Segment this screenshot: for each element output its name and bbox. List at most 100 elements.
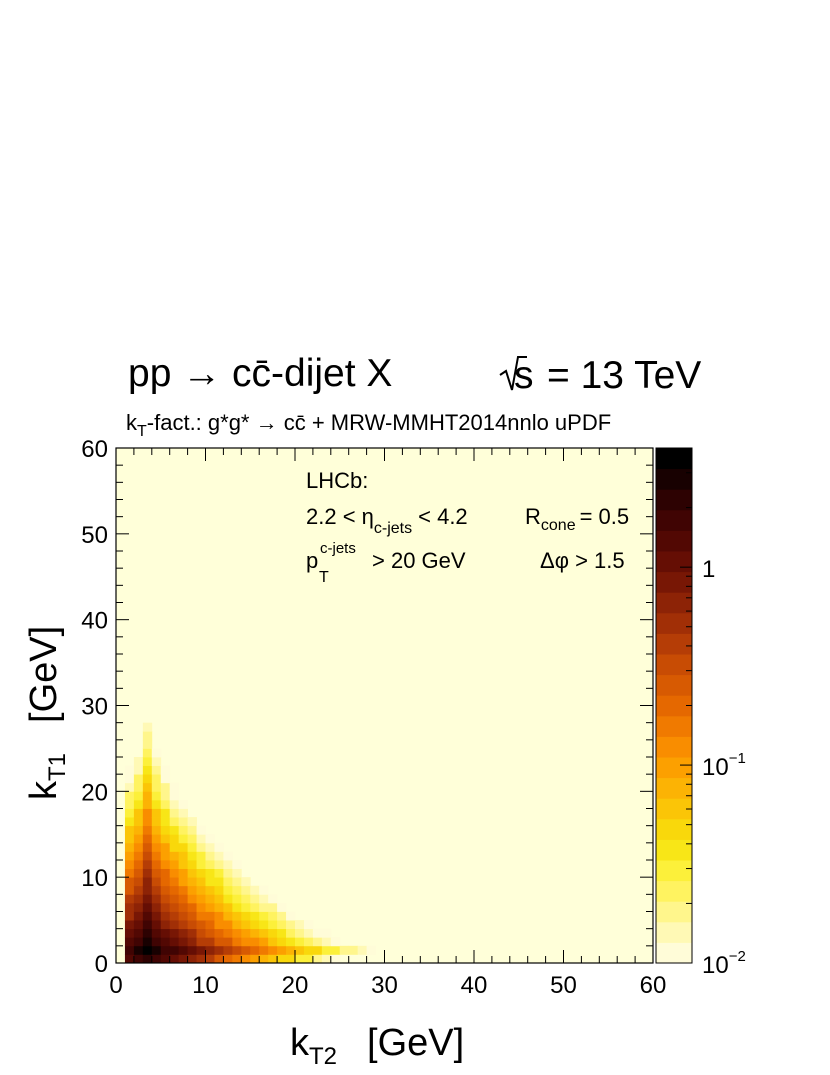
y-tick-label: 30 [81,694,108,721]
subtitle-k-sub: T [137,423,147,440]
heatmap-bin [214,945,224,955]
heatmap-bin [241,920,251,930]
y-axis-main: k [23,780,65,800]
heatmap-bin [277,920,287,930]
heatmap-bin [160,851,171,861]
heatmap-bin [160,808,171,818]
heatmap-bin [142,928,153,938]
heatmap-bin [223,885,233,895]
colorbar-step [656,674,692,696]
heatmap-bin [196,945,206,955]
heatmap-bin [196,902,206,912]
heatmap-bin [178,928,188,938]
heatmap-bin [169,842,180,852]
heatmap-bin [133,791,144,801]
heatmap-bin [160,774,171,784]
x-tick-label: 60 [640,972,667,999]
heatmap-bin [169,894,180,904]
heatmap-bin [142,808,153,818]
heatmap-bin [178,885,188,895]
heatmap-bin [250,954,260,964]
heatmap-bin [232,894,242,904]
heatmap-bin [169,799,180,809]
heatmap-bin [151,774,162,784]
heatmap-bin [151,920,162,930]
heatmap-bin [321,954,332,964]
colorbar-step [656,530,692,552]
heatmap-bin [205,902,215,912]
heatmap-bin [330,937,341,947]
heatmap-bin [133,825,144,835]
heatmap-bin [151,945,162,955]
heatmap-bin [268,928,278,938]
heatmap-bin [205,894,215,904]
y-axis-title: kT1 [GeV] [23,626,71,800]
heatmap-bin [321,928,332,938]
colorbar-step [656,571,692,593]
colorbar-step [656,715,692,737]
x-tick-label: 30 [371,972,398,999]
heatmap-bin [232,954,242,964]
colorbar-step [656,798,692,820]
heatmap-bin [214,894,224,904]
heatmap-bin [250,894,260,904]
y-tick-label: 0 [95,951,108,978]
heatmap-bin [223,920,233,930]
heatmap-bin [348,945,359,955]
heatmap-bin [124,851,135,861]
heatmap-bin [205,945,215,955]
heatmap-bin [295,954,305,964]
heatmap-bin [259,894,269,904]
heatmap-bin [142,799,153,809]
heatmap-bin [214,842,224,852]
heatmap-bin [133,834,144,844]
heatmap-bin [223,860,233,869]
heatmap-bin [178,894,188,904]
heatmap-bin [124,868,135,878]
heatmap-bin [232,937,242,947]
heatmap-bin [151,877,162,887]
heatmap-bin [259,920,269,930]
heatmap-bin [187,911,197,921]
heatmap-bin [142,894,153,904]
heatmap-bin [133,808,144,818]
heatmap-bin [133,911,144,921]
heatmap-bin [223,877,233,887]
heatmap-bin [241,877,251,887]
heatmap-bin [124,825,135,835]
heatmap-bin [250,911,260,921]
heatmap-bin [124,791,135,801]
annotation-pt-sup: c-jets [320,540,356,557]
annotation-dphi: Δφ > 1.5 [540,548,625,573]
heatmap-bin [241,902,251,912]
heatmap-bin [232,928,242,938]
heatmap-bin [214,885,224,895]
heatmap-bin [169,782,180,792]
heatmap-bin [250,945,260,955]
heatmap-bin [259,928,269,938]
colorbar-step [656,633,692,655]
annotation-rcone: Rcone = 0.5 [525,504,629,534]
heatmap-bin [223,894,233,904]
heatmap-bin [295,928,305,938]
heatmap-bin [151,808,162,818]
heatmap-bin [187,954,197,964]
heatmap-bin [223,851,233,861]
heatmap-bin [277,945,287,955]
y-tick-label: 20 [81,779,108,806]
heatmap-bin [160,911,171,921]
x-axis-sub: T2 [309,1043,337,1070]
x-tick-label: 20 [282,972,309,999]
heatmap-bin [133,817,144,827]
heatmap-bin [295,937,305,947]
heatmap-bin [303,954,314,964]
heatmap-bin [312,937,323,947]
heatmap-bin [133,757,144,766]
heatmap-bin [295,920,305,930]
heatmap-bin [196,954,206,964]
heatmap-bin [178,851,188,861]
heatmap-bin [142,937,153,947]
heatmap-bin [133,954,144,964]
heatmap-bin [259,945,269,955]
heatmap-bin [178,877,188,887]
